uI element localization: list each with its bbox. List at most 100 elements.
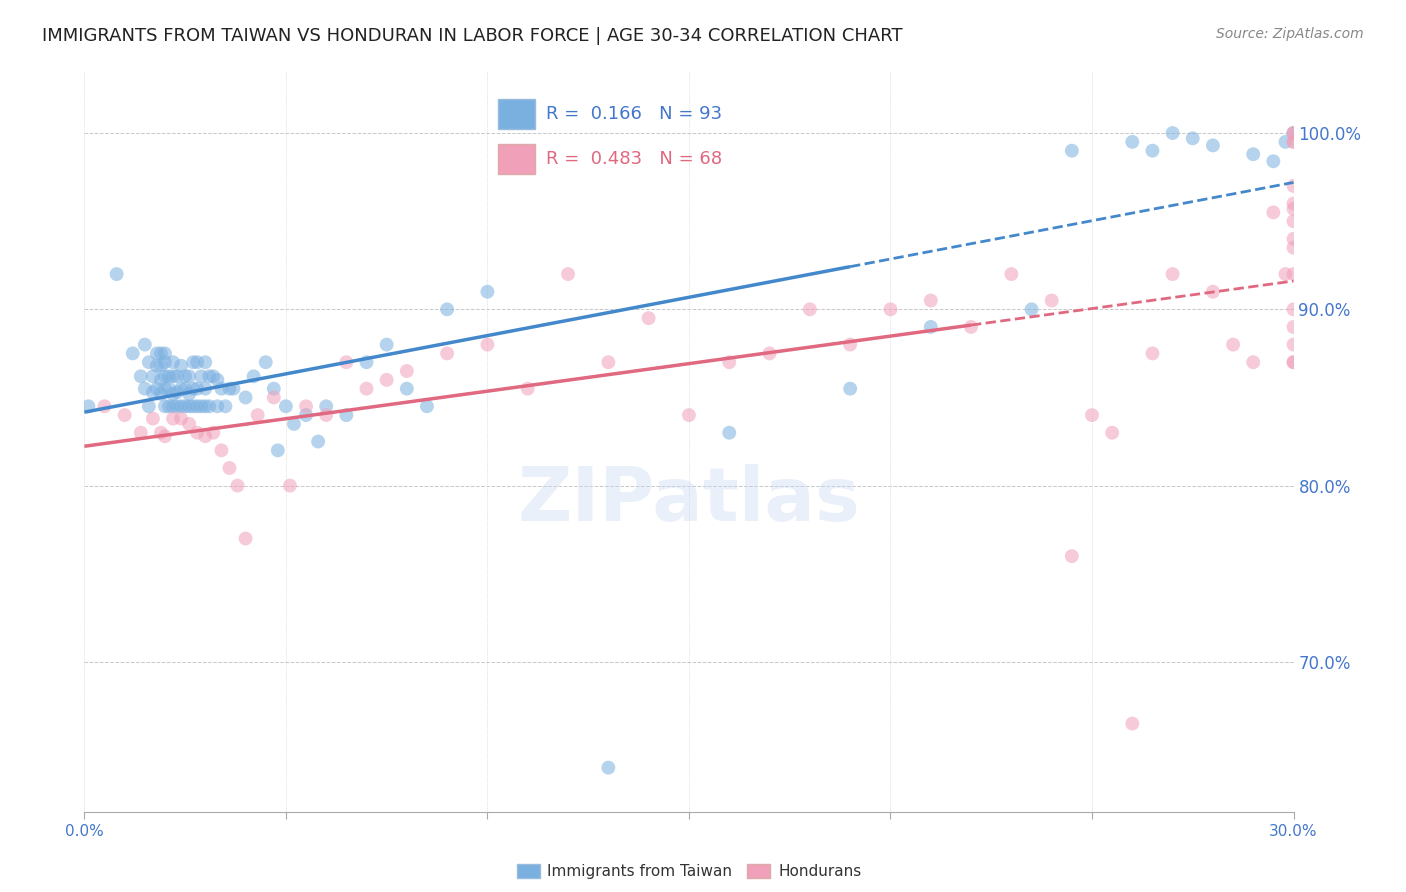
Point (436, 302, 458, 317)
Point (181, 355, 204, 369)
Point (1282, 135, 1305, 149)
Point (557, 267, 579, 281)
Point (1142, 346, 1164, 360)
Point (162, 355, 184, 369)
Point (315, 399, 337, 413)
Point (1202, 138, 1225, 153)
Point (146, 346, 169, 360)
Point (162, 399, 184, 413)
Text: ZIPatlas: ZIPatlas (517, 464, 860, 537)
Point (1263, 205, 1285, 219)
Point (235, 532, 257, 546)
Point (637, 311, 659, 326)
Point (1101, 425, 1123, 440)
Point (218, 461, 240, 475)
Point (179, 369, 201, 384)
Point (246, 408, 269, 422)
Point (190, 369, 212, 384)
Point (598, 355, 620, 369)
Point (202, 369, 225, 384)
Point (920, 293, 942, 308)
Point (278, 478, 301, 492)
Point (1282, 202, 1305, 216)
Point (758, 346, 780, 360)
Point (1282, 126, 1305, 140)
Point (356, 355, 378, 369)
Point (134, 337, 156, 351)
Point (1241, 355, 1264, 369)
Point (142, 369, 165, 384)
Point (1282, 355, 1305, 369)
Point (202, 425, 225, 440)
Point (114, 408, 136, 422)
Point (1282, 232, 1305, 246)
Point (1282, 178, 1305, 193)
Point (263, 391, 285, 405)
Point (129, 369, 152, 384)
Point (1021, 302, 1043, 317)
Point (1161, 126, 1184, 140)
Point (1000, 267, 1022, 281)
Point (1202, 285, 1225, 299)
Point (209, 443, 232, 458)
Point (157, 369, 180, 384)
Point (207, 373, 229, 387)
Point (1274, 267, 1296, 281)
Point (153, 382, 176, 396)
Point (477, 285, 499, 299)
Point (149, 346, 172, 360)
Point (1274, 135, 1296, 149)
Point (375, 337, 398, 351)
Point (1060, 144, 1083, 158)
Point (1161, 267, 1184, 281)
Point (1282, 355, 1305, 369)
Point (194, 399, 217, 413)
Point (1282, 126, 1305, 140)
Point (134, 382, 156, 396)
Point (1282, 135, 1305, 149)
Point (138, 399, 160, 413)
Point (879, 302, 901, 317)
Point (198, 399, 221, 413)
Point (166, 369, 188, 384)
Point (153, 355, 176, 369)
Point (181, 399, 204, 413)
Point (214, 399, 236, 413)
Point (149, 387, 172, 401)
Point (1181, 131, 1204, 145)
Point (170, 382, 193, 396)
Point (1142, 144, 1164, 158)
Point (1282, 241, 1305, 255)
Point (77, 399, 100, 413)
Point (142, 385, 165, 400)
Point (839, 382, 862, 396)
Point (157, 399, 180, 413)
Point (375, 373, 398, 387)
Point (142, 411, 165, 425)
Point (146, 359, 169, 373)
Point (105, 267, 128, 281)
Point (186, 399, 208, 413)
Point (162, 411, 184, 425)
Point (170, 411, 193, 425)
Point (920, 320, 942, 334)
Point (194, 429, 217, 443)
Point (267, 443, 290, 458)
Point (295, 408, 318, 422)
Point (166, 385, 188, 400)
Point (335, 408, 357, 422)
Point (254, 355, 277, 369)
Point (1222, 337, 1244, 351)
Point (149, 373, 172, 387)
Point (1282, 320, 1305, 334)
Point (138, 355, 160, 369)
Point (157, 382, 180, 396)
Point (190, 399, 212, 413)
Point (516, 382, 538, 396)
Point (274, 399, 297, 413)
Point (194, 382, 217, 396)
Point (174, 399, 197, 413)
Point (598, 761, 620, 775)
Point (162, 369, 184, 384)
Point (174, 369, 197, 384)
